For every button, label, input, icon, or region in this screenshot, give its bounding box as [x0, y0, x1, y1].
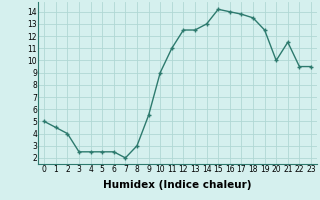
X-axis label: Humidex (Indice chaleur): Humidex (Indice chaleur)	[103, 180, 252, 190]
